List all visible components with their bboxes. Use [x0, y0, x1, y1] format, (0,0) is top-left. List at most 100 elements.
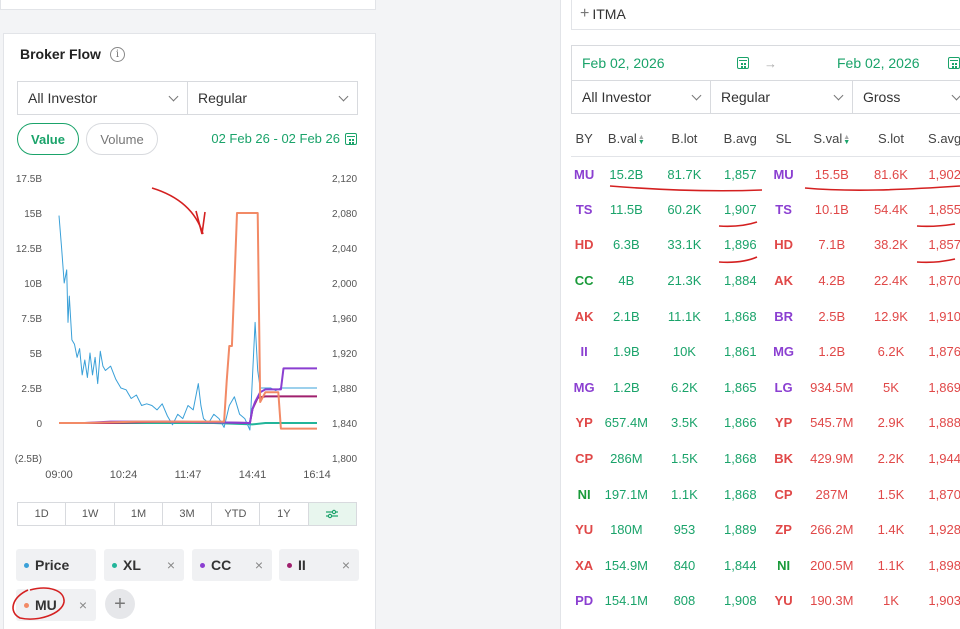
- table-row[interactable]: MU 15.2B 81.7K 1,857 MU 15.5B 81.6K 1,902: [571, 156, 960, 192]
- period-settings[interactable]: [308, 503, 356, 525]
- seller-code[interactable]: AK: [774, 273, 793, 289]
- sell-lot: 12.9K: [873, 308, 908, 324]
- chip-label: CC: [211, 557, 232, 573]
- arrow-right-icon: →: [764, 55, 777, 71]
- market-select[interactable]: Regular: [187, 81, 358, 115]
- buyer-code[interactable]: MU: [574, 166, 595, 182]
- date-to[interactable]: Feb 02, 2026: [837, 55, 920, 71]
- seller-code[interactable]: BK: [774, 451, 793, 467]
- seller-code[interactable]: BR: [774, 308, 793, 324]
- type-select[interactable]: Gross: [852, 80, 960, 114]
- seller-code[interactable]: MG: [773, 344, 795, 360]
- table-row[interactable]: HD 6.3B 33.1K 1,896 HD 7.1B 38.2K 1,857: [571, 227, 960, 263]
- sell-avg: 1,869: [928, 379, 960, 395]
- table-row[interactable]: YU 180M 953 1,889 ZP 266.2M 1.4K 1,928: [571, 512, 960, 548]
- period-1y[interactable]: 1Y: [260, 503, 309, 525]
- buy-avg: 1,907: [724, 201, 757, 217]
- investor-select[interactable]: All Investor: [17, 81, 188, 115]
- seller-code[interactable]: ZP: [775, 522, 792, 538]
- buyer-code[interactable]: II: [580, 344, 588, 360]
- value-toggle[interactable]: Value: [17, 123, 79, 155]
- col-sval[interactable]: S.val ▲ ▼: [800, 122, 864, 157]
- buyer-code[interactable]: PD: [575, 593, 594, 609]
- period-ytd[interactable]: YTD: [212, 503, 261, 525]
- col-by[interactable]: BY: [571, 122, 598, 157]
- buyer-code[interactable]: TS: [575, 201, 593, 217]
- period-3m[interactable]: 3M: [163, 503, 212, 525]
- sell-avg: 1,944: [928, 451, 960, 467]
- table-row[interactable]: YP 657.4M 3.5K 1,866 YP 545.7M 2.9K 1,888: [571, 405, 960, 441]
- buyer-code[interactable]: AK: [574, 308, 594, 324]
- buyer-code[interactable]: XA: [575, 557, 594, 573]
- add-broker-item[interactable]: + ITMA: [571, 0, 960, 30]
- buyer-code[interactable]: CC: [574, 273, 594, 289]
- series-chip-mu[interactable]: MU ×: [16, 589, 96, 621]
- close-icon[interactable]: ×: [254, 557, 263, 573]
- close-icon[interactable]: ×: [341, 557, 350, 573]
- seller-code[interactable]: YP: [774, 415, 793, 431]
- buy-avg: 1,865: [724, 379, 757, 395]
- period-1w[interactable]: 1W: [66, 503, 115, 525]
- buyer-code[interactable]: YP: [575, 415, 593, 431]
- series-chip-cc[interactable]: CC ×: [192, 549, 272, 581]
- table-row[interactable]: AK 2.1B 11.1K 1,868 BR 2.5B 12.9K 1,910: [571, 298, 960, 334]
- seller-code[interactable]: CP: [774, 486, 793, 502]
- col-savg[interactable]: S.avg: [918, 122, 960, 157]
- seller-code[interactable]: HD: [774, 237, 793, 253]
- period-1m[interactable]: 1M: [115, 503, 164, 525]
- broker-flow-chart[interactable]: 17.5B 15B 12.5B 10B 7.5B 5B 2.5B 0 (2.5B) 2,120 2…: [4, 164, 375, 486]
- table-row[interactable]: NI 197.1M 1.1K 1,868 CP 287M 1.5K 1,870: [571, 476, 960, 512]
- buy-value: 197.1M: [604, 486, 649, 502]
- seller-code[interactable]: TS: [775, 201, 792, 217]
- y-left-tick-label: 12.5B: [16, 244, 42, 255]
- market-select[interactable]: Regular: [710, 80, 853, 114]
- investor-select[interactable]: All Investor: [571, 80, 711, 114]
- table-row[interactable]: PD 154.1M 808 1,908 YU 190.3M 1K 1,903: [571, 583, 960, 619]
- series-chip-ii[interactable]: II ×: [279, 549, 359, 581]
- sell-avg: 1,888: [928, 415, 960, 431]
- series-chip-xl[interactable]: XL ×: [104, 549, 184, 581]
- table-row[interactable]: MG 1.2B 6.2K 1,865 LG 934.5M 5K 1,869: [571, 370, 960, 406]
- date-from[interactable]: Feb 02, 2026: [582, 55, 665, 71]
- buyer-code[interactable]: NI: [577, 486, 591, 502]
- table-row[interactable]: TS 11.5B 60.2K 1,907 TS 10.1B 54.4K 1,855: [571, 192, 960, 228]
- buyer-code[interactable]: YU: [575, 522, 594, 538]
- add-series-button[interactable]: +: [105, 589, 135, 619]
- series-chip-price[interactable]: Price: [16, 549, 96, 581]
- seller-code[interactable]: MU: [773, 166, 794, 182]
- info-icon[interactable]: i: [110, 47, 125, 62]
- col-sl[interactable]: SL: [767, 122, 801, 157]
- sort-icon: ▲ ▼: [843, 133, 851, 146]
- col-slot[interactable]: S.lot: [863, 122, 919, 157]
- sell-avg: 1,857: [928, 237, 960, 253]
- series-line-price: [58, 215, 317, 431]
- sell-value: 7.1B: [818, 237, 846, 253]
- col-bavg[interactable]: B.avg: [713, 122, 768, 157]
- sell-lot: 54.4K: [873, 201, 908, 217]
- seller-code[interactable]: NI: [777, 557, 791, 573]
- table-row[interactable]: XA 154.9M 840 1,844 NI 200.5M 1.1K 1,898: [571, 548, 960, 584]
- date-range-picker[interactable]: 02 Feb 26 - 02 Feb 26: [211, 131, 357, 146]
- seller-code[interactable]: YU: [774, 593, 793, 609]
- calendar-icon[interactable]: [737, 57, 749, 69]
- seller-code[interactable]: LG: [774, 379, 793, 395]
- close-icon[interactable]: ×: [78, 597, 87, 613]
- close-icon[interactable]: ×: [166, 557, 175, 573]
- volume-toggle[interactable]: Volume: [86, 123, 158, 155]
- calendar-icon: [345, 132, 357, 145]
- calendar-icon[interactable]: [948, 57, 960, 69]
- sell-value: 200.5M: [810, 557, 854, 573]
- buyer-code[interactable]: CP: [575, 451, 594, 467]
- col-blot[interactable]: B.lot: [655, 122, 714, 157]
- table-row[interactable]: CC 4B 21.3K 1,884 AK 4.2B 22.4K 1,870: [571, 263, 960, 299]
- table-row[interactable]: CP 286M 1.5K 1,868 BK 429.9M 2.2K 1,944: [571, 441, 960, 477]
- buy-lot: 6.2K: [671, 379, 698, 395]
- buy-avg: 1,868: [724, 451, 757, 467]
- x-tick-label: 10:24: [110, 469, 138, 481]
- buyer-code[interactable]: MG: [573, 379, 595, 395]
- buyer-code[interactable]: HD: [574, 237, 594, 253]
- col-bval[interactable]: B.val ▲ ▼: [597, 122, 656, 157]
- period-1d[interactable]: 1D: [18, 503, 67, 525]
- table-row[interactable]: II 1.9B 10K 1,861 MG 1.2B 6.2K 1,876: [571, 334, 960, 370]
- date-range-picker[interactable]: Feb 02, 2026 → Feb 02, 2026: [571, 45, 960, 81]
